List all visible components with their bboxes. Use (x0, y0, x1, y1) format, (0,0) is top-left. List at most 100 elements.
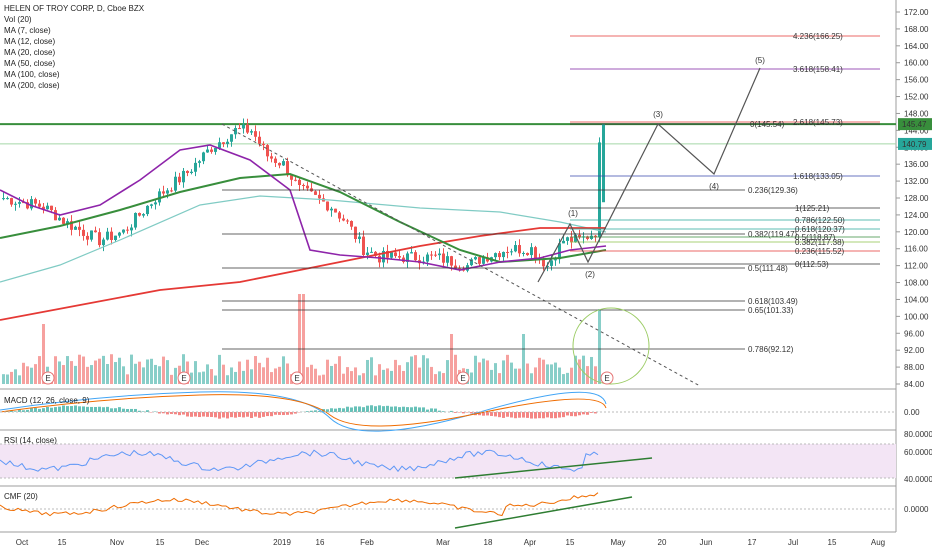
macd-histogram-bar (278, 412, 281, 415)
fib-ext-label: 1.618(133.05) (793, 172, 843, 181)
volume-bar (306, 367, 309, 384)
price-tick-label: 164.00 (904, 42, 929, 51)
volume-bar (94, 360, 97, 384)
volume-bar (390, 370, 393, 384)
macd-pane-title[interactable]: MACD (12, 26, close, 9) (4, 396, 90, 405)
candle-body (258, 136, 261, 144)
wave-label: (3) (653, 110, 663, 119)
volume-bar (266, 357, 269, 384)
indicator-vol[interactable]: Vol (20) (4, 15, 32, 24)
candle-body (142, 214, 145, 216)
candle-body (74, 226, 77, 230)
volume-bar (530, 373, 533, 384)
time-tick-label: 15 (156, 538, 165, 547)
volume-bar (106, 364, 109, 384)
volume-bar (190, 372, 193, 384)
time-tick-label: Dec (195, 538, 209, 547)
candle-body (382, 250, 385, 263)
volume-bar (310, 364, 313, 384)
macd-histogram-bar (510, 412, 513, 418)
candle-body (226, 141, 229, 145)
candle-body (474, 257, 477, 260)
volume-bar (42, 324, 45, 384)
candle-body (182, 170, 185, 183)
indicator-ma7[interactable]: MA (7, close) (4, 26, 51, 35)
price-tick-label: 144.00 (904, 126, 929, 135)
candle-body (482, 257, 485, 264)
macd-histogram-bar (334, 408, 337, 412)
candle-body (442, 253, 445, 263)
price-tick-label: 92.00 (904, 346, 925, 355)
volume-bar (378, 364, 381, 384)
price-badge-label: 140.79 (902, 140, 927, 149)
time-tick-label: Oct (16, 538, 29, 547)
time-tick-label: 20 (658, 538, 667, 547)
candle-body (26, 202, 29, 209)
indicator-ma50[interactable]: MA (50, close) (4, 59, 56, 68)
candle-body (10, 198, 13, 205)
macd-histogram-bar (406, 407, 409, 412)
volume-bar (218, 354, 221, 384)
macd-histogram-bar (498, 412, 501, 418)
candle-body (146, 205, 149, 215)
volume-bar (238, 361, 241, 384)
macd-histogram-bar (354, 406, 357, 412)
volume-bar (14, 369, 17, 384)
candle-body (194, 162, 197, 172)
legend: HELEN OF TROY CORP, D, Cboe BZX Vol (20)… (4, 3, 144, 91)
volume-bar (402, 370, 405, 384)
volume-bar (470, 372, 473, 384)
price-tick-label: 156.00 (904, 76, 929, 85)
price-tick-label: 100.00 (904, 312, 929, 321)
candle-body (306, 185, 309, 189)
candle-body (170, 190, 173, 192)
fib-level-label: 0.65(101.33) (748, 306, 794, 315)
macd-histogram-bar (254, 412, 257, 417)
macd-histogram-bar (10, 410, 13, 412)
macd-histogram-bar (158, 412, 161, 414)
volume-bar (90, 365, 93, 384)
macd-histogram-bar (30, 408, 33, 412)
volume-bar (598, 309, 601, 384)
rsi-pane-title[interactable]: RSI (14, close) (4, 436, 57, 445)
volume-bar (330, 365, 333, 384)
candle-body (86, 235, 89, 240)
cmf-pane-title[interactable]: CMF (20) (4, 492, 38, 501)
macd-histogram-bar (462, 412, 465, 414)
volume-bar (318, 375, 321, 384)
macd-histogram-bar (538, 412, 541, 419)
candle-body (414, 252, 417, 261)
price-tick-label: 168.00 (904, 25, 929, 34)
volume-bar (138, 361, 141, 384)
price-tick-label: 88.00 (904, 363, 925, 372)
macd-histogram-bar (26, 409, 29, 412)
macd-histogram-bar (562, 412, 565, 418)
indicator-ma200[interactable]: MA (200, close) (4, 81, 60, 90)
fib-ext-label: 0(112.53) (795, 260, 829, 269)
candle-body (82, 229, 85, 236)
volume-bar (442, 373, 445, 384)
earnings-label: E (460, 374, 465, 383)
indicator-ma100[interactable]: MA (100, close) (4, 70, 60, 79)
volume-bars (2, 294, 601, 384)
indicator-ma20[interactable]: MA (20, close) (4, 48, 56, 57)
macd-histogram-bar (314, 410, 317, 412)
volume-bar (322, 374, 325, 384)
volume-bar (270, 372, 273, 384)
candle-body (222, 142, 225, 145)
candle-body (566, 237, 569, 241)
price-tick-label: 132.00 (904, 177, 929, 186)
time-tick-label: 15 (566, 538, 575, 547)
macd-histogram-bar (466, 412, 469, 413)
candle-body (70, 221, 73, 230)
candle-body (498, 253, 501, 258)
indicator-ma12[interactable]: MA (12, close) (4, 37, 56, 46)
volume-bar (158, 366, 161, 384)
macd-histogram-bar (414, 406, 417, 412)
candle-body (134, 212, 137, 228)
macd-histogram-bar (198, 412, 201, 418)
candle-body (58, 217, 61, 221)
macd-histogram-bar (102, 407, 105, 412)
candle-body (206, 149, 209, 153)
